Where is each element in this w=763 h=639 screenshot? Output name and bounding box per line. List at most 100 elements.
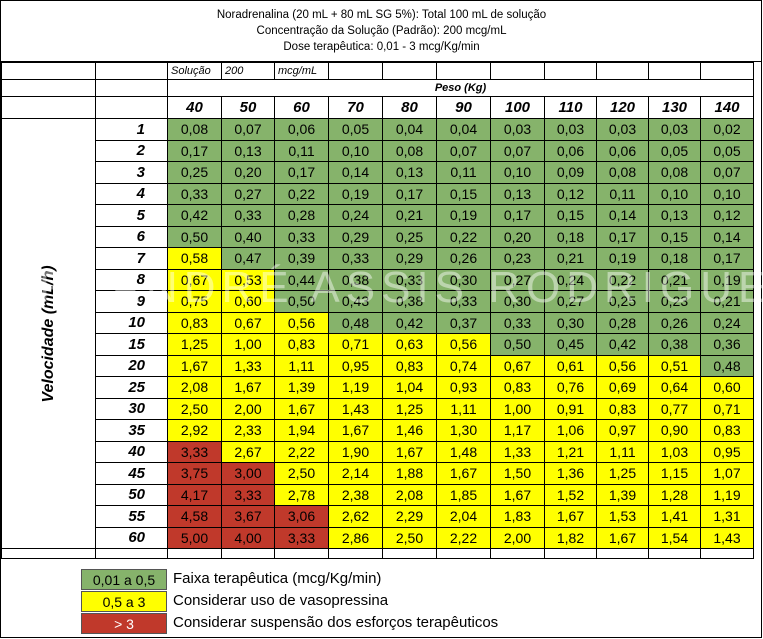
dose-cell: 0,48 [328,311,383,334]
legend-text: Considerar uso de vasopressina [173,592,389,609]
dose-cell: 3,33 [274,526,329,549]
dose-cell: 1,15 [648,462,701,485]
dose-cell: 0,42 [596,333,649,356]
dose-cell: 0,14 [596,204,649,227]
dose-cell: 0,22 [596,268,649,291]
dose-cell: 0,02 [700,118,754,141]
table-row: 15 1,25 1,00 0,83 0,71 0,63 0,56 0,50 0,45 0,42 0,… [2,333,754,356]
weight-header: 110 [544,96,597,119]
dose-cell: 0,11 [274,139,329,162]
dose-cell: 1,36 [544,462,597,485]
rate-header: 2 [95,139,168,162]
dose-cell: 0,76 [544,376,597,399]
rate-header: 8 [95,268,168,291]
dose-cell: 0,83 [382,354,437,377]
dose-cell: 0,56 [436,333,491,356]
table-row: 60 5,00 4,00 3,33 2,86 2,50 2,22 2,00 1,82 1,67 1,… [2,526,754,549]
dose-cell: 4,58 [167,505,222,528]
dose-cell: 0,27 [490,268,545,291]
dose-cell: 0,29 [328,225,383,248]
rate-header: 4 [95,182,168,205]
header-concentration-line: Concentração da Solução (Padrão): 200 mc… [256,25,507,37]
dose-cell: 0,19 [700,268,754,291]
dose-cell: 0,17 [167,139,222,162]
dose-cell: 0,17 [382,182,437,205]
dose-cell: 0,10 [648,182,701,205]
dose-cell: 1,46 [382,419,437,442]
dose-cell: 0,23 [648,290,701,313]
dose-cell: 1,25 [382,397,437,420]
rate-header: 40 [95,440,168,463]
dose-cell: 0,13 [382,161,437,184]
dose-cell: 0,61 [544,354,597,377]
dose-cell: 0,08 [648,161,701,184]
dose-cell: 0,90 [648,419,701,442]
weight-header: 40 [167,96,222,119]
dose-cell: 2,50 [274,462,329,485]
dose-cell: 2,22 [274,440,329,463]
table-row: 9 0,75 0,60 0,50 0,43 0,38 0,33 0,30 0,27 0,25 0,2… [2,290,754,313]
dose-cell: 0,07 [490,139,545,162]
dose-cell: 1,19 [328,376,383,399]
dose-cell: 0,40 [221,225,275,248]
solution-label: Solução [167,62,222,80]
dose-cell: 0,09 [544,161,597,184]
dose-cell: 0,11 [596,182,649,205]
dose-cell: 1,48 [436,440,491,463]
dose-cell: 0,21 [544,247,597,270]
dose-cell: 0,18 [648,247,701,270]
dose-cell: 1,67 [328,419,383,442]
dose-cell: 1,03 [648,440,701,463]
rate-header: 3 [95,161,168,184]
dose-cell: 2,67 [221,440,275,463]
dose-cell: 0,83 [274,333,329,356]
solution-row: Solução 200 mcg/mL [1,62,754,80]
legend-text: Considerar suspensão dos esforços terapê… [173,614,499,631]
dose-cell: 0,33 [436,290,491,313]
dose-cell: 1,19 [700,483,754,506]
table-row: Velocidade (mL/h) 1 0,08 0,07 0,06 0,05 0,04 0,… [1,118,754,549]
dose-cell: 0,60 [700,376,754,399]
weight-header: 100 [490,96,545,119]
dose-cell: 0,15 [648,225,701,248]
dose-cell: 0,30 [490,290,545,313]
dose-cell: 1,00 [490,397,545,420]
dose-cell: 0,10 [700,182,754,205]
rate-header: 35 [95,419,168,442]
dose-cell: 0,05 [328,118,383,141]
dose-cell: 0,83 [596,397,649,420]
dose-cell: 4,17 [167,483,222,506]
dose-cell: 3,67 [221,505,275,528]
dose-cell: 0,45 [544,333,597,356]
dose-cell: 2,38 [328,483,383,506]
dose-cell: 1,17 [490,419,545,442]
table-row: 10 0,83 0,67 0,56 0,48 0,42 0,37 0,33 0,30 0,28 0,… [2,311,754,334]
dose-cell: 0,67 [490,354,545,377]
velocity-axis-label: Velocidade (mL/h) [39,264,57,403]
dose-cell: 0,97 [596,419,649,442]
dose-cell: 2,22 [436,526,491,549]
dose-cell: 0,03 [544,118,597,141]
dose-cell: 2,29 [382,505,437,528]
dose-cell: 0,19 [596,247,649,270]
dose-cell: 1,39 [596,483,649,506]
dose-cell: 0,17 [274,161,329,184]
dose-cell: 0,08 [382,139,437,162]
dose-cell: 2,50 [382,526,437,549]
dose-cell: 1,53 [596,505,649,528]
dose-cell: 1,67 [221,376,275,399]
dose-cell: 2,14 [328,462,383,485]
header-dose-line: Dose terapêutica: 0,01 - 3 mcg/Kg/min [283,41,480,53]
dose-cell: 0,24 [700,311,754,334]
rate-header: 50 [95,483,168,506]
dose-cell: 0,95 [700,440,754,463]
weight-header: 130 [648,96,701,119]
dose-cell: 0,20 [490,225,545,248]
dose-cell: 0,33 [490,311,545,334]
dose-cell: 1,43 [328,397,383,420]
dose-cell: 0,33 [328,247,383,270]
dose-cell: 0,06 [596,139,649,162]
weight-header: 80 [382,96,437,119]
dose-cell: 0,38 [382,290,437,313]
